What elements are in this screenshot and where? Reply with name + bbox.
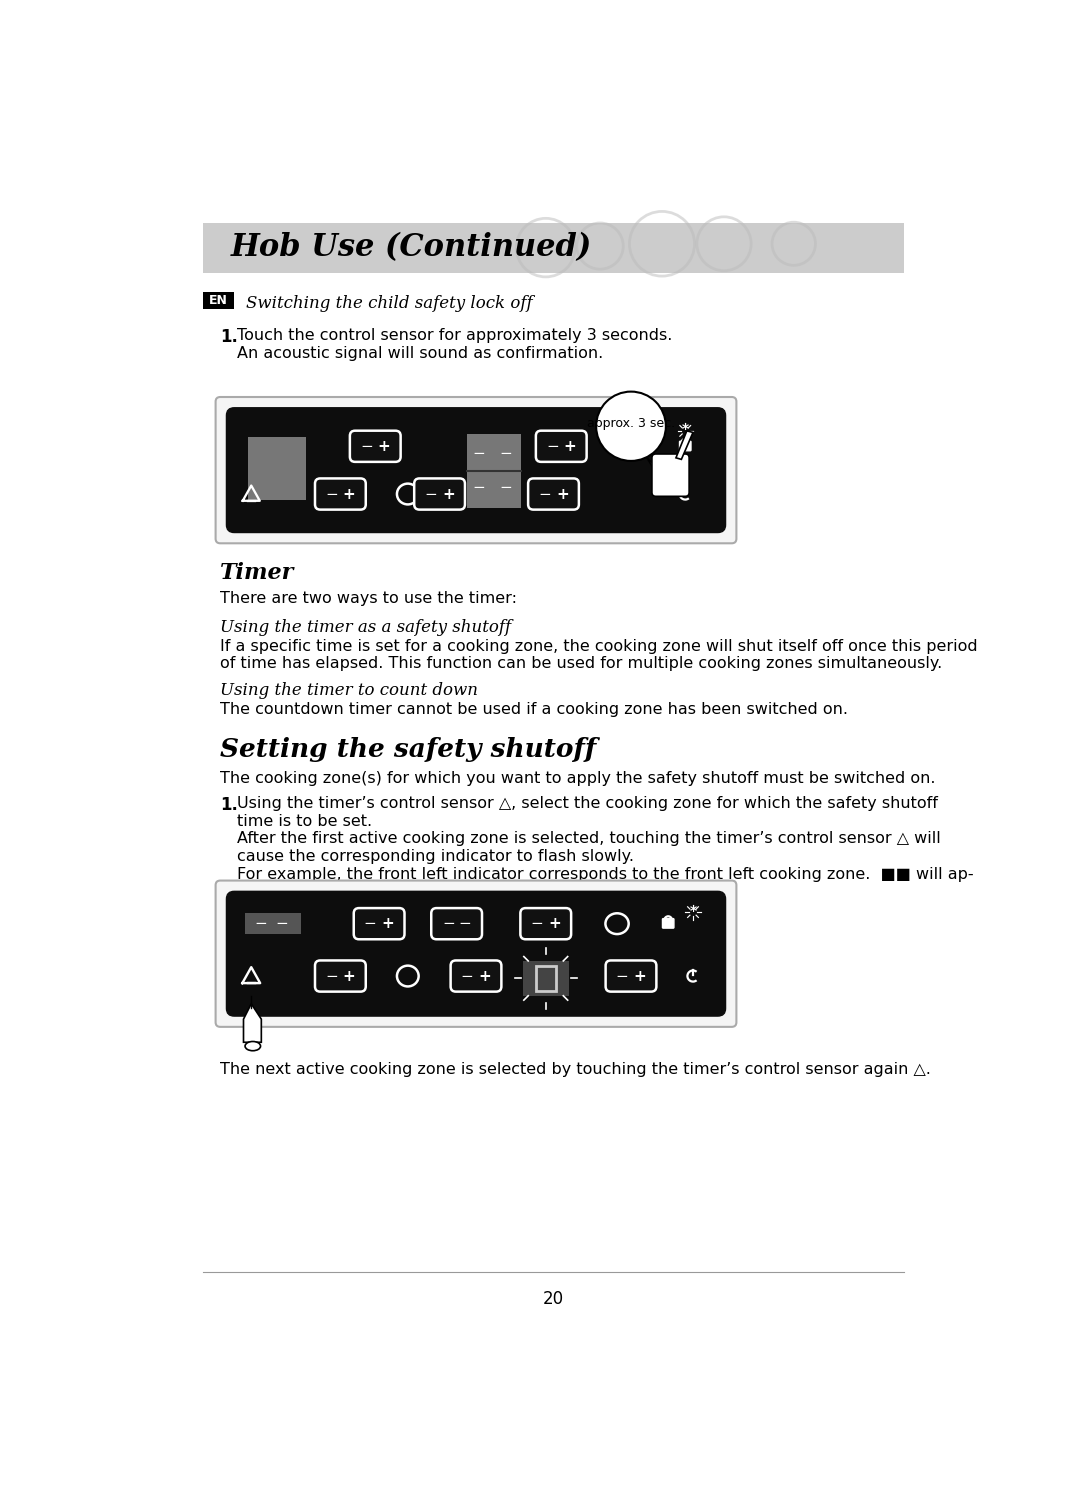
Text: If a specific time is set for a cooking zone, the cooking zone will shut itself : If a specific time is set for a cooking … bbox=[220, 639, 977, 654]
Text: pear in the timer display.: pear in the timer display. bbox=[238, 884, 438, 899]
Text: of time has elapsed. This function can be used for multiple cooking zones simult: of time has elapsed. This function can b… bbox=[220, 655, 943, 670]
Text: Timer: Timer bbox=[220, 562, 295, 584]
Text: −: − bbox=[364, 917, 377, 932]
FancyBboxPatch shape bbox=[431, 908, 482, 939]
Text: +: + bbox=[549, 917, 561, 932]
Text: −: − bbox=[442, 917, 455, 932]
Text: +: + bbox=[442, 486, 455, 501]
Circle shape bbox=[596, 392, 666, 461]
Text: 1.: 1. bbox=[220, 796, 238, 814]
Bar bbox=[523, 960, 569, 996]
FancyBboxPatch shape bbox=[315, 960, 366, 991]
Text: EN: EN bbox=[210, 294, 228, 308]
Text: −: − bbox=[461, 969, 473, 984]
Bar bbox=[203, 223, 904, 273]
Bar bbox=[245, 912, 301, 935]
Text: Using the timer’s control sensor △, select the cooking zone for which the safety: Using the timer’s control sensor △, sele… bbox=[238, 796, 939, 811]
Bar bbox=[467, 434, 521, 508]
Text: −: − bbox=[616, 969, 629, 984]
Text: +: + bbox=[564, 438, 577, 453]
Text: −: − bbox=[325, 969, 338, 984]
Polygon shape bbox=[647, 458, 658, 477]
FancyBboxPatch shape bbox=[415, 478, 465, 510]
Text: For example, the front left indicator corresponds to the front left cooking zone: For example, the front left indicator co… bbox=[238, 866, 974, 881]
Text: −: − bbox=[424, 486, 437, 501]
Text: −: − bbox=[472, 480, 485, 495]
Text: +: + bbox=[478, 969, 491, 984]
Text: approx. 3 sec.: approx. 3 sec. bbox=[586, 418, 675, 431]
FancyBboxPatch shape bbox=[450, 960, 501, 991]
Text: 1.: 1. bbox=[220, 328, 238, 346]
Text: The next active cooking zone is selected by touching the timer’s control sensor : The next active cooking zone is selected… bbox=[220, 1062, 931, 1077]
Text: +: + bbox=[634, 969, 646, 984]
FancyBboxPatch shape bbox=[216, 397, 737, 544]
Text: −: − bbox=[499, 446, 512, 461]
FancyBboxPatch shape bbox=[679, 441, 691, 450]
FancyBboxPatch shape bbox=[528, 478, 579, 510]
Text: +: + bbox=[378, 438, 391, 453]
Polygon shape bbox=[243, 1003, 261, 1042]
Text: −: − bbox=[325, 486, 338, 501]
Text: *: * bbox=[689, 903, 697, 917]
Ellipse shape bbox=[245, 1042, 260, 1051]
Bar bbox=[536, 966, 556, 991]
Text: −: − bbox=[530, 917, 543, 932]
FancyBboxPatch shape bbox=[662, 918, 674, 929]
Text: −: − bbox=[275, 917, 288, 932]
Text: −: − bbox=[499, 480, 512, 495]
Text: Switching the child safety lock off: Switching the child safety lock off bbox=[246, 294, 532, 312]
Text: *: * bbox=[681, 422, 689, 437]
Text: The cooking zone(s) for which you want to apply the safety shutoff must be switc: The cooking zone(s) for which you want t… bbox=[220, 771, 935, 786]
FancyBboxPatch shape bbox=[216, 881, 737, 1027]
FancyBboxPatch shape bbox=[350, 431, 401, 462]
Text: Using the timer as a safety shutoff: Using the timer as a safety shutoff bbox=[220, 618, 511, 636]
FancyBboxPatch shape bbox=[606, 960, 657, 991]
Text: Using the timer to count down: Using the timer to count down bbox=[220, 682, 478, 698]
Text: +: + bbox=[556, 486, 569, 501]
Polygon shape bbox=[676, 431, 693, 459]
FancyBboxPatch shape bbox=[315, 478, 366, 510]
Bar bbox=[248, 437, 307, 501]
FancyBboxPatch shape bbox=[227, 407, 726, 532]
Text: −: − bbox=[472, 446, 485, 461]
Text: Touch the control sensor for approximately 3 seconds.: Touch the control sensor for approximate… bbox=[238, 328, 673, 343]
FancyBboxPatch shape bbox=[521, 908, 571, 939]
Text: There are two ways to use the timer:: There are two ways to use the timer: bbox=[220, 591, 517, 606]
Text: +: + bbox=[342, 969, 355, 984]
FancyBboxPatch shape bbox=[227, 892, 726, 1016]
FancyBboxPatch shape bbox=[652, 455, 689, 496]
Text: time is to be set.: time is to be set. bbox=[238, 813, 373, 829]
Text: +: + bbox=[381, 917, 394, 932]
Text: The countdown timer cannot be used if a cooking zone has been switched on.: The countdown timer cannot be used if a … bbox=[220, 701, 848, 716]
Text: Setting the safety shutoff: Setting the safety shutoff bbox=[220, 737, 596, 762]
Text: −: − bbox=[254, 917, 267, 932]
FancyBboxPatch shape bbox=[536, 431, 586, 462]
Text: 20: 20 bbox=[543, 1290, 564, 1308]
Text: cause the corresponding indicator to flash slowly.: cause the corresponding indicator to fla… bbox=[238, 849, 634, 863]
Text: −: − bbox=[458, 917, 471, 932]
FancyBboxPatch shape bbox=[354, 908, 405, 939]
Text: −: − bbox=[538, 486, 551, 501]
Text: After the first active cooking zone is selected, touching the timer’s control se: After the first active cooking zone is s… bbox=[238, 831, 941, 847]
Text: −: − bbox=[546, 438, 558, 453]
Text: Hob Use (Continued): Hob Use (Continued) bbox=[230, 232, 592, 263]
Text: −: − bbox=[360, 438, 373, 453]
Bar bbox=[203, 293, 234, 309]
Text: An acoustic signal will sound as confirmation.: An acoustic signal will sound as confirm… bbox=[238, 346, 604, 361]
Text: +: + bbox=[342, 486, 355, 501]
